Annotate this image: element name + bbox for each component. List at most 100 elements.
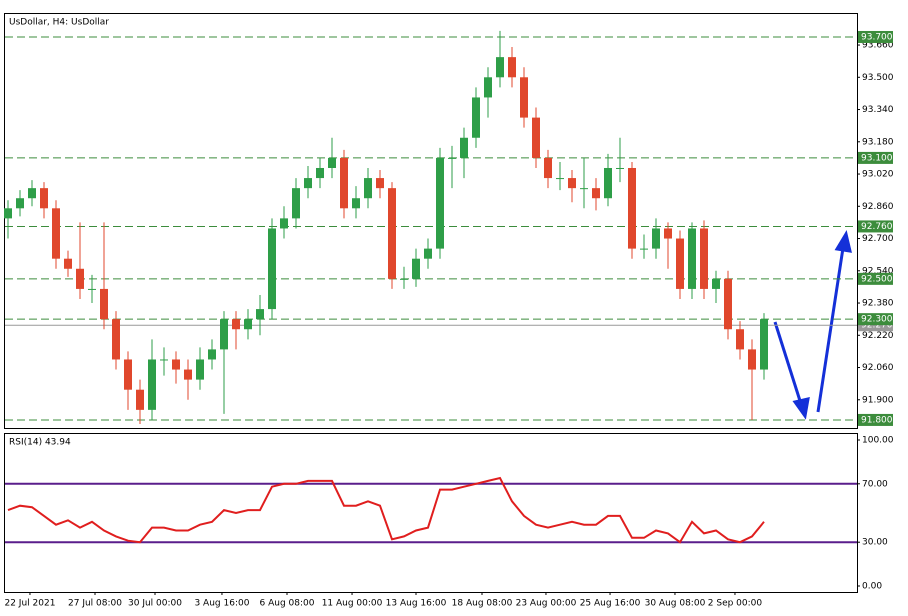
y-tick-label: 92.860 bbox=[862, 202, 894, 212]
y-tick-label: 91.900 bbox=[862, 395, 894, 405]
candle-body bbox=[220, 319, 228, 350]
main-frame bbox=[4, 13, 858, 429]
candle-body bbox=[316, 167, 324, 179]
y-tick-label: 0.00 bbox=[862, 582, 882, 592]
candle-body bbox=[724, 278, 732, 330]
candle-body bbox=[364, 178, 372, 199]
y-tick-label: 93.020 bbox=[862, 170, 894, 180]
x-tick-label: 11 Aug 00:00 bbox=[322, 599, 383, 609]
candle-body bbox=[76, 268, 84, 289]
rsi-title: RSI(14) 43.94 bbox=[9, 438, 71, 448]
arrow-head bbox=[792, 397, 810, 420]
candle-body bbox=[100, 288, 108, 320]
candle-body bbox=[40, 188, 48, 209]
candle-body bbox=[520, 77, 528, 118]
y-tick-label: 70.00 bbox=[862, 479, 888, 489]
level-label: 92.500 bbox=[861, 274, 893, 284]
candle-body bbox=[508, 57, 516, 78]
candle-body bbox=[448, 157, 456, 159]
x-tick-label: 25 Aug 16:00 bbox=[580, 599, 641, 609]
candle-body bbox=[208, 349, 216, 360]
candle-body bbox=[700, 228, 708, 289]
candle-body bbox=[460, 137, 468, 158]
arrow-head bbox=[834, 230, 852, 253]
chart-title: UsDollar, H4: UsDollar bbox=[9, 18, 109, 28]
candle-body bbox=[304, 178, 312, 189]
candle-body bbox=[388, 188, 396, 279]
candle-body bbox=[184, 369, 192, 380]
candle-body bbox=[352, 198, 360, 209]
candle-body bbox=[568, 178, 576, 189]
candle-body bbox=[484, 77, 492, 98]
rsi-line bbox=[7, 476, 765, 544]
y-tick-label: 92.220 bbox=[862, 331, 894, 341]
x-tick-label: 27 Jul 08:00 bbox=[68, 599, 122, 609]
candle-body bbox=[556, 178, 564, 180]
arrows bbox=[773, 230, 852, 420]
candle-body bbox=[424, 248, 432, 259]
level-label: 91.800 bbox=[861, 415, 893, 425]
y-tick-label: 92.700 bbox=[862, 234, 894, 244]
candle-body bbox=[64, 258, 72, 269]
arrow-up bbox=[816, 247, 845, 413]
level-box bbox=[858, 151, 893, 164]
y-tick-label: 92.380 bbox=[862, 299, 894, 309]
arrow-down bbox=[773, 321, 803, 405]
candle-body bbox=[52, 208, 60, 259]
candle-body bbox=[124, 359, 132, 390]
candle-body bbox=[412, 258, 420, 279]
candle-body bbox=[688, 228, 696, 289]
x-tick-label: 2 Sep 00:00 bbox=[708, 599, 763, 609]
candle-body bbox=[544, 157, 552, 179]
candle-body bbox=[376, 178, 384, 189]
y-tick-label: 93.660 bbox=[862, 41, 894, 51]
candle-body bbox=[760, 319, 768, 370]
y-tick-label: 30.00 bbox=[862, 538, 888, 548]
candle-body bbox=[4, 208, 12, 219]
level-label: 93.100 bbox=[861, 153, 893, 163]
candle-body bbox=[736, 329, 744, 350]
level-box bbox=[858, 30, 893, 43]
candle-body bbox=[676, 238, 684, 289]
candle-body bbox=[244, 319, 252, 330]
y-tick-label: 92.540 bbox=[862, 266, 894, 276]
candle-body bbox=[436, 157, 444, 249]
candle-body bbox=[604, 167, 612, 199]
x-tick-label: 30 Aug 08:00 bbox=[645, 599, 706, 609]
level-label: 92.300 bbox=[861, 315, 893, 325]
level-box bbox=[858, 272, 893, 285]
candle-body bbox=[28, 188, 36, 199]
candle-body bbox=[748, 349, 756, 370]
x-tick-label: 6 Aug 08:00 bbox=[260, 599, 315, 609]
candle-body bbox=[292, 188, 300, 219]
candle-body bbox=[256, 309, 264, 320]
candle-body bbox=[160, 359, 168, 361]
y-tick-label: 93.180 bbox=[862, 137, 894, 147]
x-tick-label: 23 Aug 00:00 bbox=[516, 599, 577, 609]
level-box bbox=[858, 413, 893, 426]
candle-body bbox=[664, 228, 672, 239]
y-tick-label: 92.060 bbox=[862, 363, 894, 373]
candle-body bbox=[136, 389, 144, 410]
candle-body bbox=[532, 117, 540, 158]
candle-body bbox=[628, 167, 636, 249]
candle-body bbox=[580, 188, 588, 190]
candle-body bbox=[496, 57, 504, 78]
candle-body bbox=[340, 157, 348, 209]
candle-body bbox=[400, 278, 408, 280]
y-tick-label: 93.340 bbox=[862, 105, 894, 115]
candle-body bbox=[16, 198, 24, 209]
current-price-label: 92.270 bbox=[861, 321, 893, 331]
y-tick-label: 100.00 bbox=[862, 435, 894, 445]
x-tick-label: 13 Aug 16:00 bbox=[386, 599, 447, 609]
x-tick-label: 22 Jul 2021 bbox=[4, 599, 55, 609]
candle-body bbox=[196, 359, 204, 380]
x-tick-label: 3 Aug 16:00 bbox=[194, 599, 249, 609]
x-tick-label: 18 Aug 08:00 bbox=[452, 599, 513, 609]
candle-body bbox=[148, 359, 156, 410]
candle-body bbox=[268, 228, 276, 310]
candle-body bbox=[112, 319, 120, 360]
candle-body bbox=[640, 248, 648, 250]
